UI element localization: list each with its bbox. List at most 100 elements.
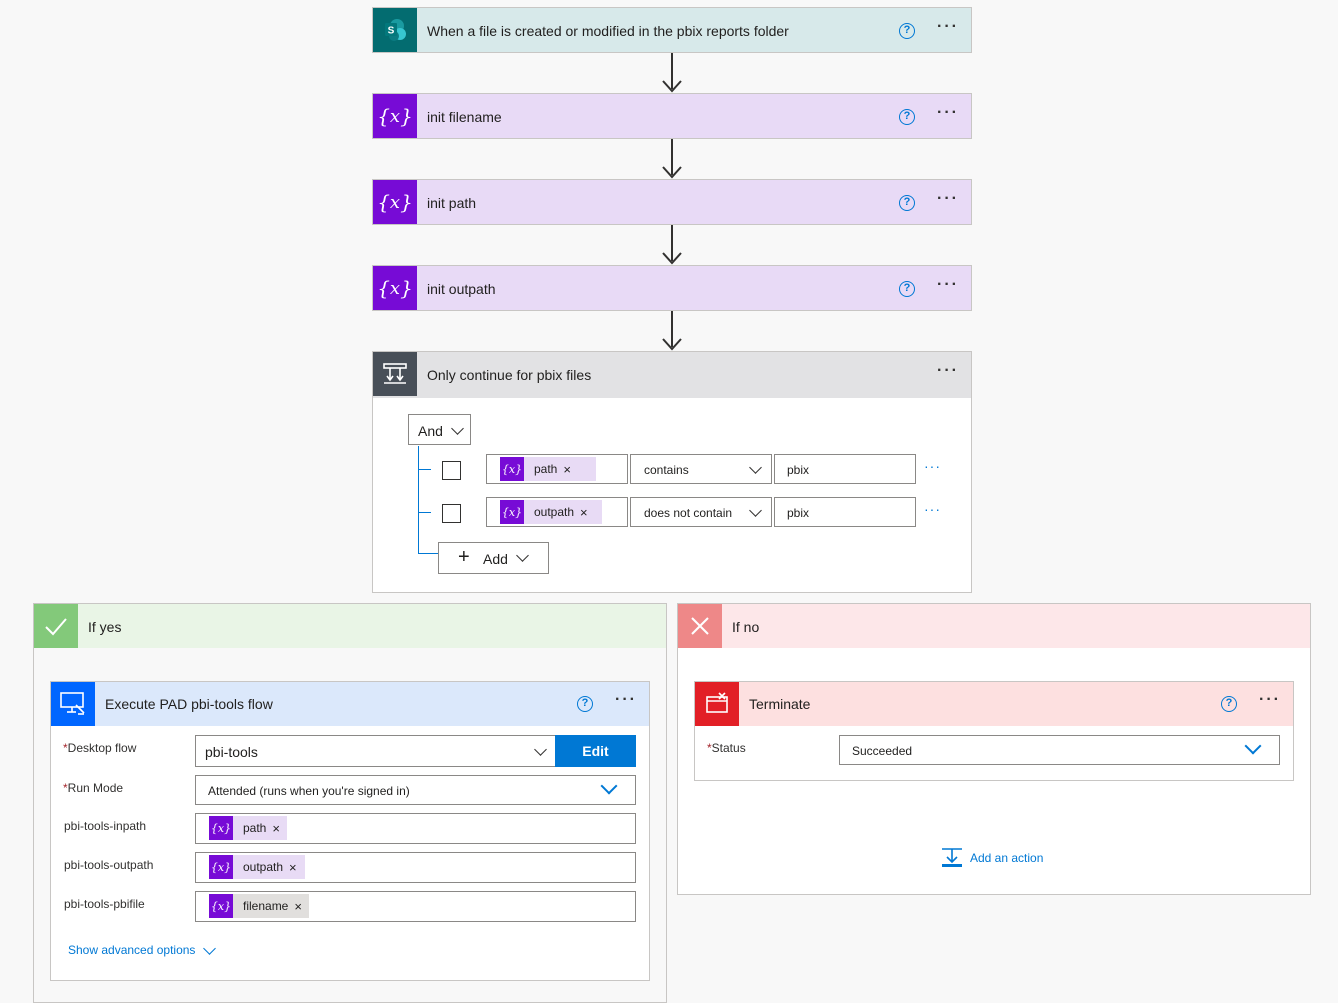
- connector-arrow: [671, 139, 673, 175]
- run-mode-dropdown[interactable]: Attended (runs when you're signed in): [195, 775, 636, 805]
- remove-token-icon[interactable]: ×: [580, 504, 588, 520]
- condition-left-operand[interactable]: {x} path ×: [486, 454, 628, 484]
- arrow-down-icon: [662, 80, 682, 93]
- tree-line: [418, 469, 431, 470]
- variable-token[interactable]: {x} outpath ×: [209, 855, 305, 879]
- execute-pad-header[interactable]: Execute PAD pbi-tools flow ? ···: [51, 682, 649, 726]
- help-icon[interactable]: ?: [899, 281, 915, 297]
- remove-token-icon[interactable]: ×: [294, 898, 302, 914]
- desktop-flow-dropdown[interactable]: pbi-tools: [195, 735, 556, 767]
- variable-icon: {x}: [500, 457, 524, 481]
- variable-token[interactable]: {x} path ×: [500, 457, 596, 481]
- more-options-icon[interactable]: ···: [615, 691, 637, 708]
- help-icon[interactable]: ?: [899, 195, 915, 211]
- more-options-icon[interactable]: ···: [1259, 691, 1281, 708]
- variable-token[interactable]: {x} filename ×: [209, 894, 309, 918]
- arrow-down-icon: [662, 338, 682, 351]
- chevron-down-icon: [749, 504, 762, 517]
- variable-icon: {x}: [209, 855, 233, 879]
- step-title: init filename: [427, 109, 502, 125]
- condition-header[interactable]: Only continue for pbix files ···: [373, 352, 971, 398]
- row-checkbox[interactable]: [442, 461, 461, 480]
- help-icon[interactable]: ?: [899, 23, 915, 39]
- group-operator-dropdown[interactable]: And: [408, 414, 471, 445]
- status-label: *Status: [707, 741, 746, 755]
- token-label: outpath: [534, 505, 575, 519]
- row-more-options-icon[interactable]: ···: [924, 501, 941, 517]
- more-options-icon[interactable]: ···: [937, 362, 959, 379]
- param-input[interactable]: {x} path ×: [195, 813, 636, 844]
- tree-line: [418, 553, 439, 554]
- init-outpath-card[interactable]: {x} init outpath ? ···: [372, 265, 972, 311]
- init-path-card[interactable]: {x} init path ? ···: [372, 179, 972, 225]
- help-icon[interactable]: ?: [577, 696, 593, 712]
- remove-token-icon[interactable]: ×: [289, 859, 297, 875]
- token-label: filename: [243, 899, 289, 913]
- step-title: init path: [427, 195, 477, 211]
- operand-value: pbix: [787, 463, 810, 477]
- param-input[interactable]: {x} outpath ×: [195, 852, 636, 883]
- param-label: pbi-tools-outpath: [64, 858, 154, 872]
- add-condition-button[interactable]: + Add: [438, 542, 549, 574]
- param-input[interactable]: {x} filename ×: [195, 891, 636, 922]
- chevron-down-icon: [600, 777, 618, 795]
- more-options-icon[interactable]: ···: [937, 190, 959, 207]
- status-value: Succeeded: [852, 744, 913, 758]
- no-branch-header: If no: [678, 604, 1310, 648]
- plus-icon: +: [458, 546, 470, 568]
- row-more-options-icon[interactable]: ···: [924, 458, 941, 474]
- condition-operator-dropdown[interactable]: does not contain: [630, 497, 772, 527]
- more-options-icon[interactable]: ···: [937, 276, 959, 293]
- init-filename-card[interactable]: {x} init filename ? ···: [372, 93, 972, 139]
- more-options-icon[interactable]: ···: [937, 104, 959, 121]
- svg-text:S: S: [388, 26, 395, 37]
- advanced-options-label: Show advanced options: [68, 943, 196, 957]
- param-label: pbi-tools-pbifile: [64, 897, 145, 911]
- param-label: pbi-tools-inpath: [64, 819, 147, 833]
- group-operator-value: And: [418, 423, 443, 439]
- tree-line: [418, 512, 431, 513]
- execute-pad-title: Execute PAD pbi-tools flow: [105, 696, 273, 712]
- execute-pad-card: Execute PAD pbi-tools flow ? ··· *Deskto…: [50, 681, 650, 981]
- tree-line: [418, 446, 419, 554]
- trigger-title: When a file is created or modified in th…: [427, 23, 789, 39]
- remove-token-icon[interactable]: ×: [272, 820, 280, 836]
- operator-value: contains: [644, 463, 689, 477]
- variable-icon: {x}: [500, 500, 524, 524]
- add-an-action-label: Add an action: [970, 851, 1044, 865]
- edit-button[interactable]: Edit: [555, 735, 636, 767]
- add-action-icon: [942, 848, 962, 867]
- operand-value: pbix: [787, 506, 810, 520]
- operator-value: does not contain: [644, 506, 733, 520]
- condition-left-operand[interactable]: {x} outpath ×: [486, 497, 628, 527]
- variable-token[interactable]: {x} path ×: [209, 816, 287, 840]
- status-dropdown[interactable]: Succeeded: [839, 735, 1280, 765]
- condition-title: Only continue for pbix files: [427, 367, 592, 383]
- variable-token[interactable]: {x} outpath ×: [500, 500, 602, 524]
- variable-icon: {x}: [373, 94, 417, 138]
- remove-token-icon[interactable]: ×: [563, 461, 571, 477]
- terminate-title: Terminate: [749, 696, 811, 712]
- help-icon[interactable]: ?: [899, 109, 915, 125]
- no-branch-label: If no: [732, 619, 760, 635]
- yes-branch-header: If yes: [34, 604, 666, 648]
- condition-right-operand[interactable]: pbix: [774, 454, 916, 484]
- more-options-icon[interactable]: ···: [937, 18, 959, 35]
- connector-arrow: [671, 53, 673, 89]
- sharepoint-icon: S: [373, 8, 417, 52]
- add-an-action-button[interactable]: Add an action: [941, 847, 1051, 869]
- run-mode-label: *Run Mode: [63, 781, 124, 795]
- condition-right-operand[interactable]: pbix: [774, 497, 916, 527]
- show-advanced-options-link[interactable]: Show advanced options: [68, 943, 195, 957]
- arrow-down-icon: [662, 252, 682, 265]
- terminate-card: Terminate ? ··· *Status Succeeded: [694, 681, 1294, 781]
- row-checkbox[interactable]: [442, 504, 461, 523]
- chevron-down-icon: [516, 549, 529, 562]
- condition-icon: [373, 352, 417, 396]
- variable-icon: {x}: [373, 266, 417, 310]
- condition-operator-dropdown[interactable]: contains: [630, 454, 772, 484]
- help-icon[interactable]: ?: [1221, 696, 1237, 712]
- chevron-down-icon: [451, 422, 464, 435]
- terminate-header[interactable]: Terminate ? ···: [695, 682, 1293, 726]
- trigger-card[interactable]: S When a file is created or modified in …: [372, 7, 972, 53]
